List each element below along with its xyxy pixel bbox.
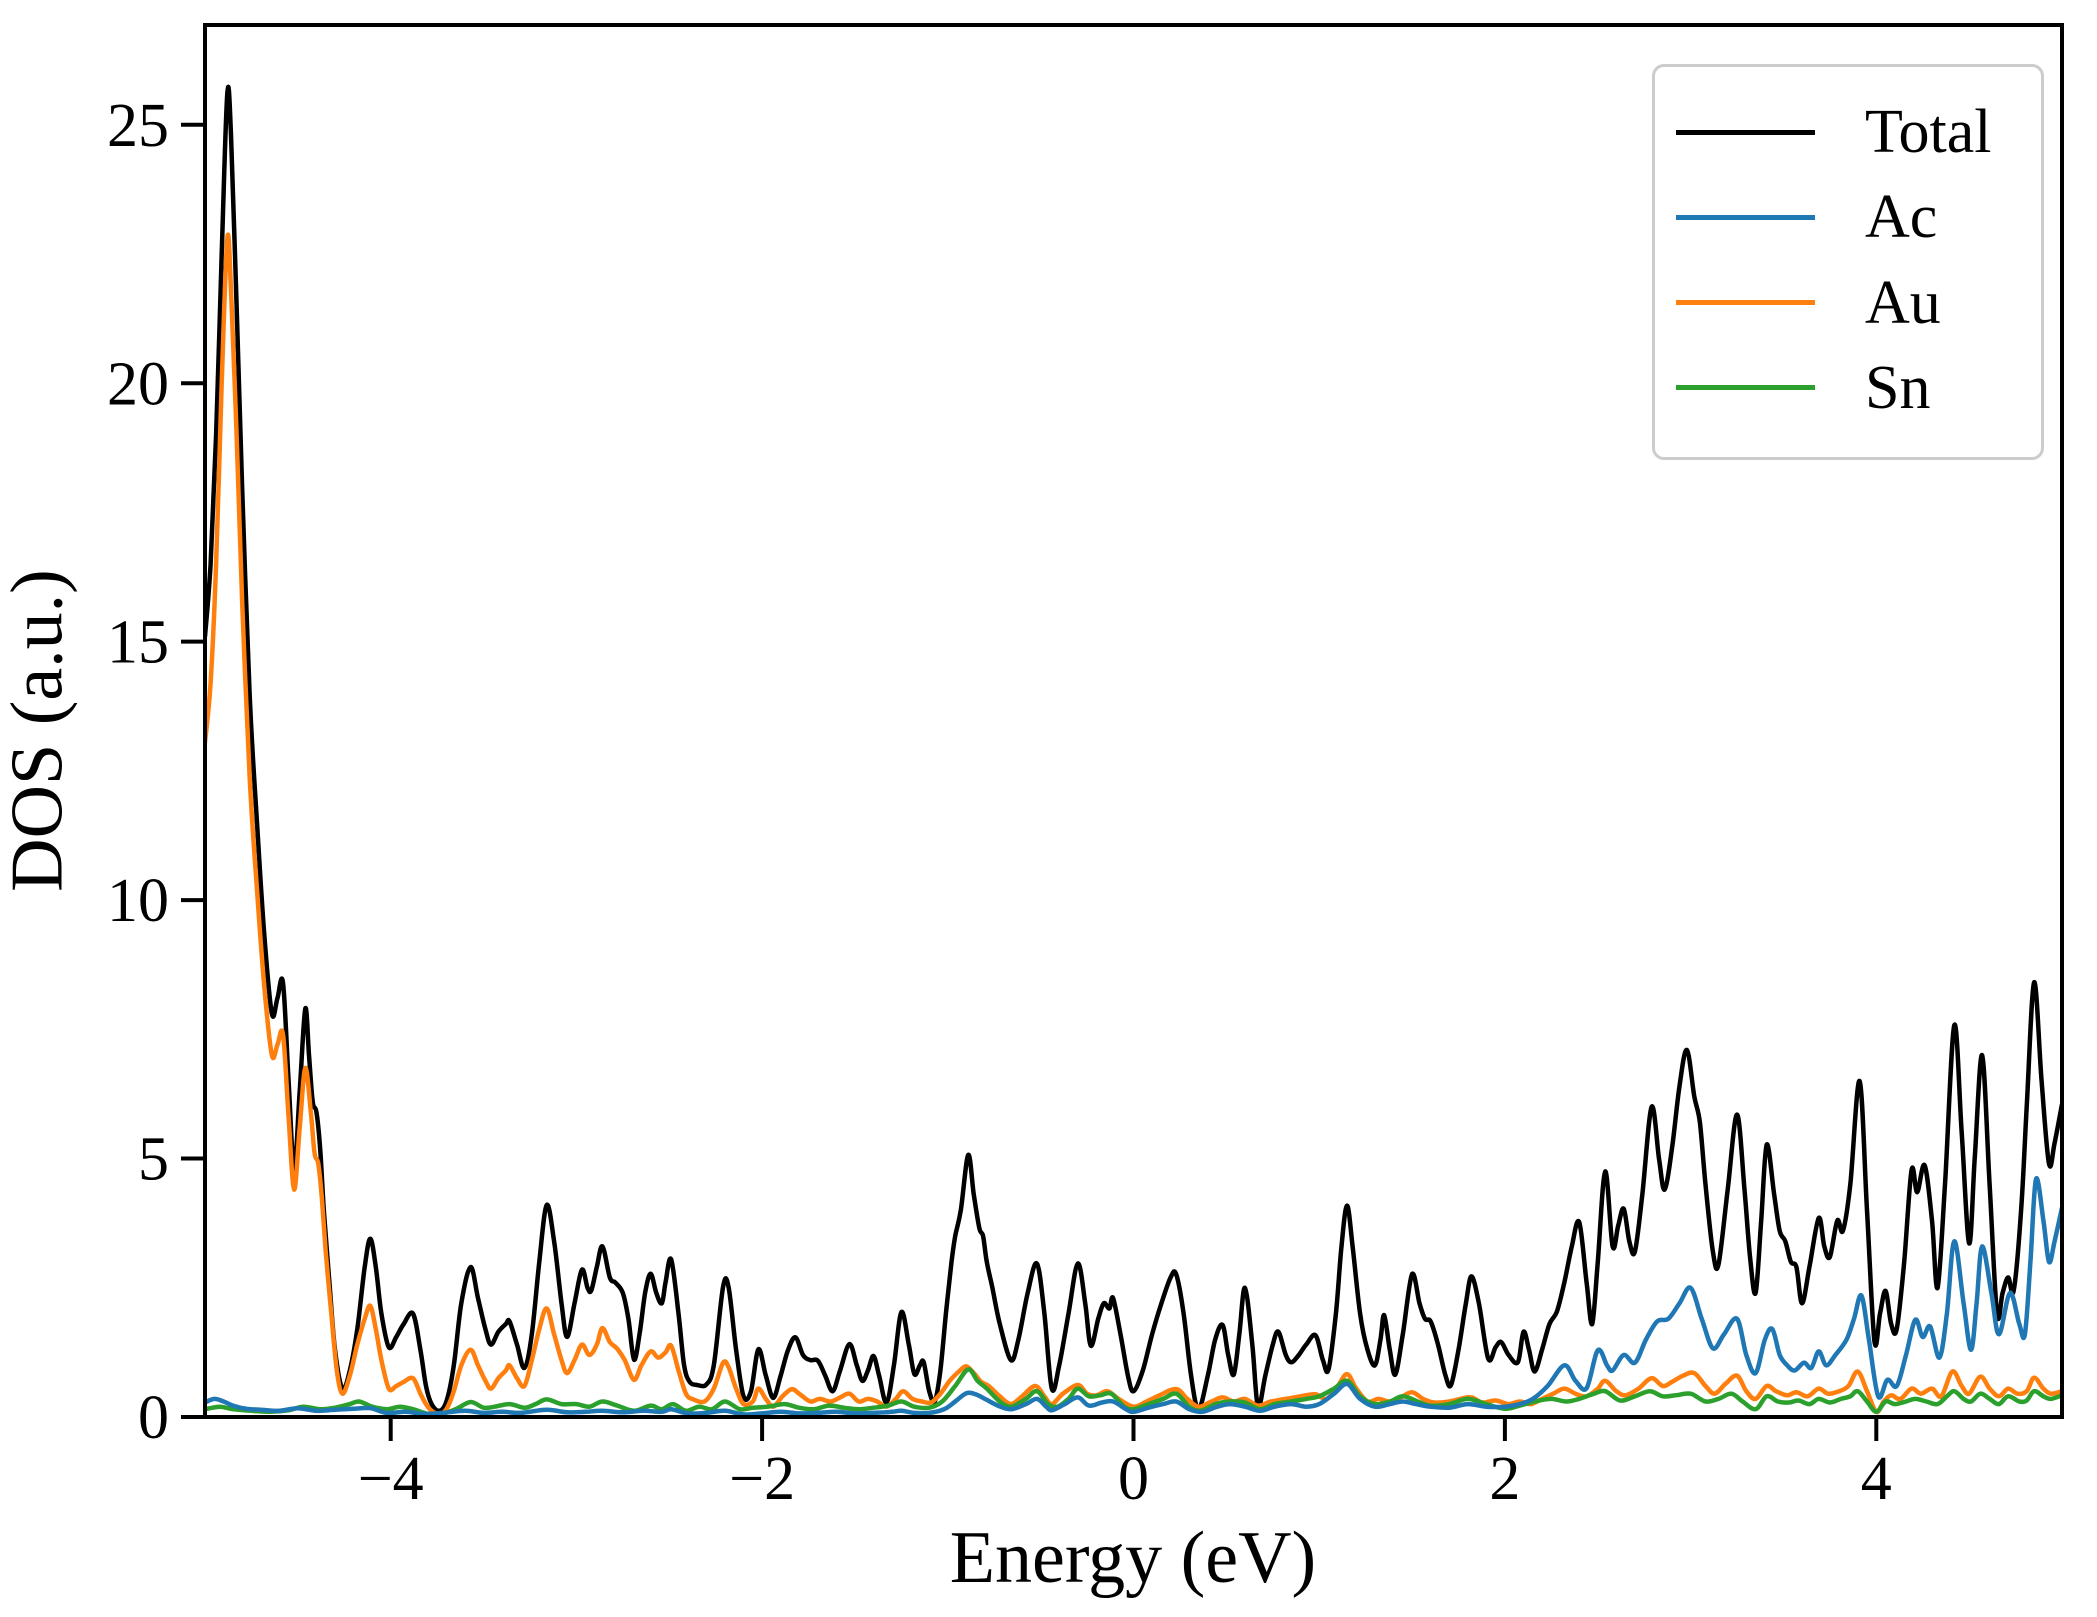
series-line-total: [205, 84, 2062, 1414]
legend-line-ac-icon: [1676, 214, 1815, 220]
legend-item-ac: Ac: [1655, 182, 2041, 252]
legend-label-au: Au: [1865, 268, 1941, 337]
y-axis-label: DOS (a.u.): [0, 569, 79, 892]
x-tick-label: 0: [1118, 1445, 1149, 1513]
legend-label-sn: Sn: [1865, 353, 1931, 422]
y-tick-label: 10: [107, 867, 169, 935]
legend-item-total: Total: [1655, 97, 2041, 167]
x-tick-label: 2: [1489, 1445, 1520, 1513]
y-tick-label: 20: [107, 350, 169, 418]
legend-item-sn: Sn: [1655, 353, 2041, 423]
axes-spines: [203, 23, 2064, 1419]
y-tick-label: 0: [138, 1384, 169, 1452]
x-axis-label: Energy (eV): [949, 1517, 1317, 1599]
x-tick-label: −4: [358, 1445, 424, 1513]
series-line-ac: [205, 1176, 2062, 1417]
legend-label-total: Total: [1865, 98, 1992, 166]
x-tick-label: −2: [729, 1445, 795, 1513]
y-tick-label: 5: [138, 1126, 169, 1194]
y-tick-label: 15: [107, 609, 169, 677]
legend-line-au-icon: [1676, 300, 1815, 306]
legend: Total Ac Au Sn: [1652, 64, 2044, 460]
series-curves: [205, 84, 2062, 1418]
legend-line-total-icon: [1676, 129, 1815, 135]
axis-ticks: −4 −2 0 2 4 0 5 10 15 20 25: [107, 92, 1892, 1513]
x-tick-label: 4: [1861, 1445, 1892, 1513]
legend-item-au: Au: [1655, 268, 2041, 338]
y-tick-label: 25: [107, 92, 169, 160]
series-line-au: [205, 232, 2062, 1417]
legend-label-ac: Ac: [1865, 183, 1938, 252]
series-line-sn: [205, 1367, 2062, 1418]
legend-line-sn-icon: [1676, 385, 1815, 391]
